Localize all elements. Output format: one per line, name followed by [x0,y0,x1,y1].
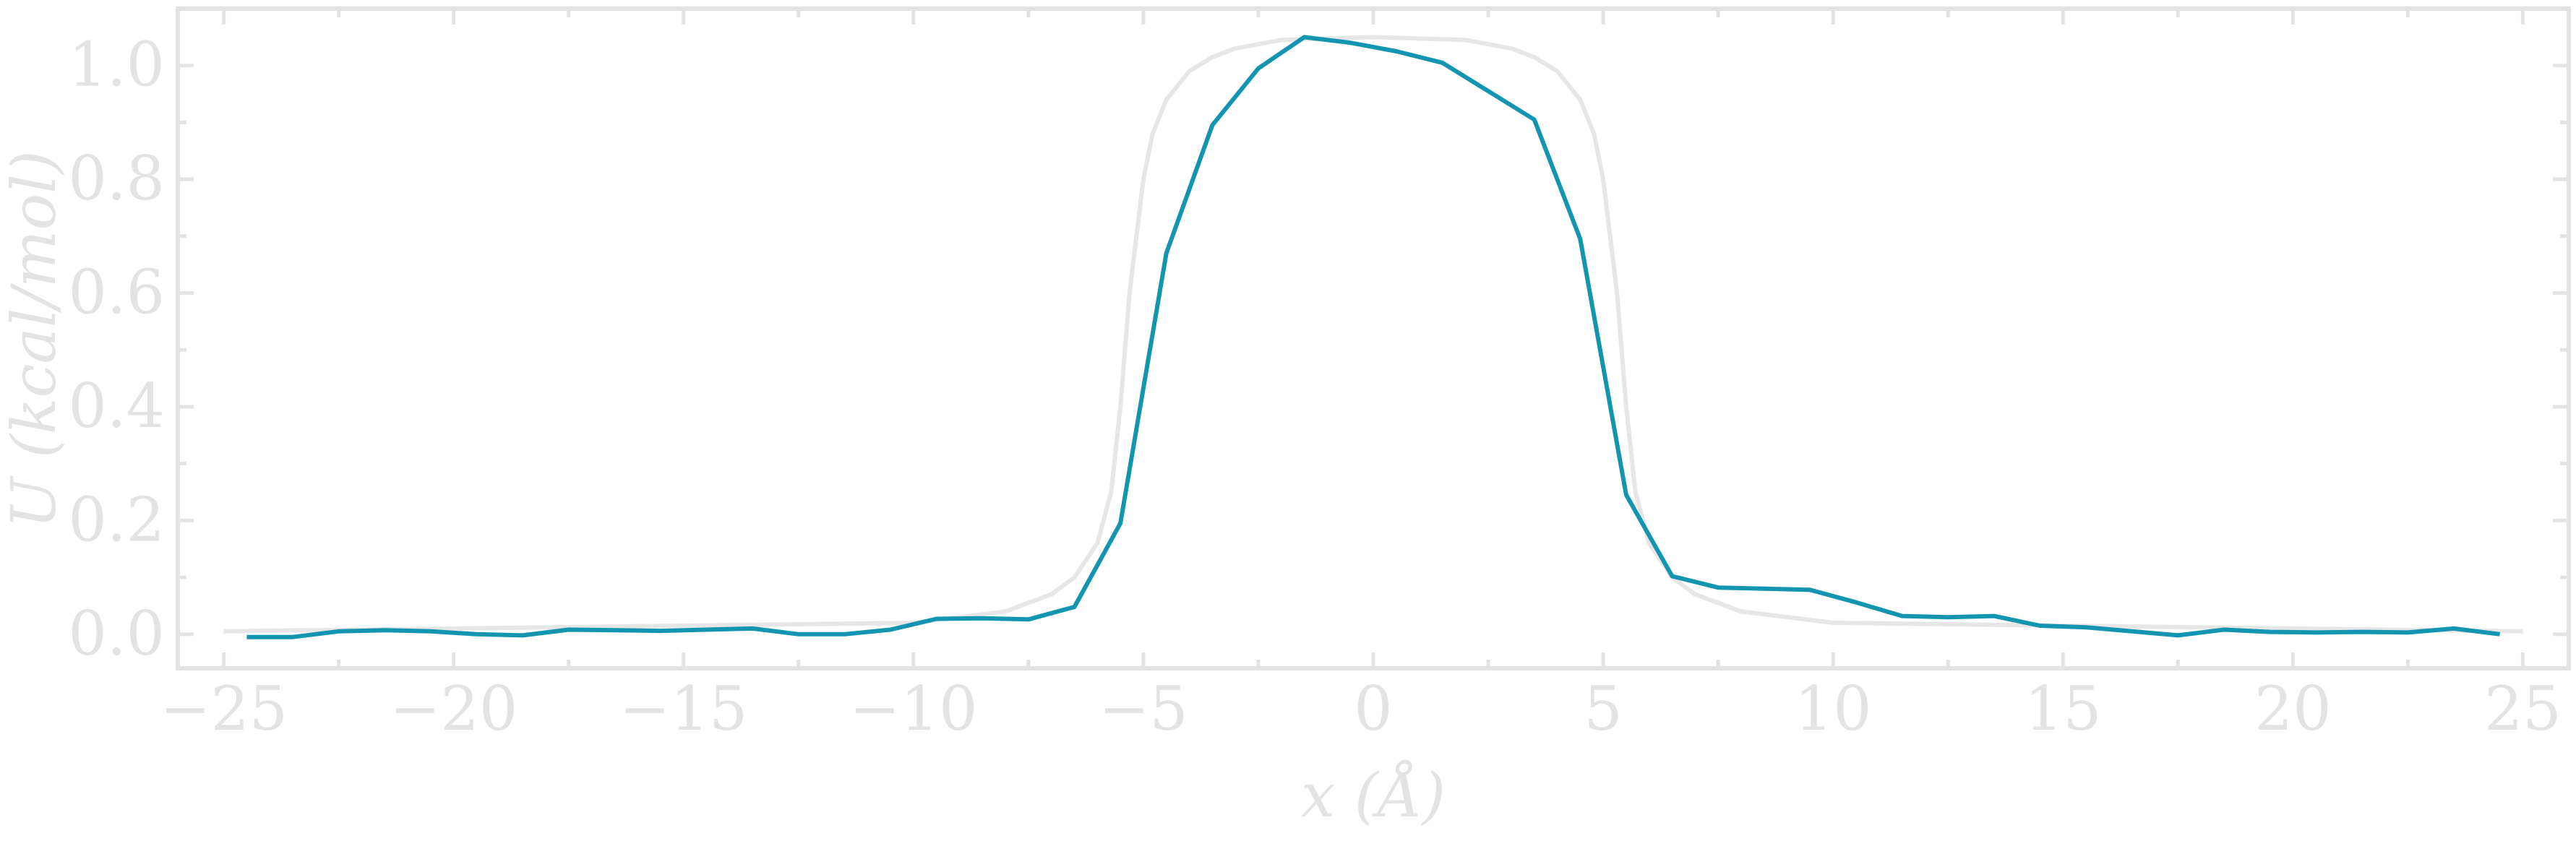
data-series-line [246,35,2500,639]
x-tick-label: −20 [390,673,518,744]
y-tick-label: 0.2 [68,484,165,555]
x-tick-label: 20 [2254,673,2332,744]
x-tick-label: 10 [1795,673,1872,744]
y-axis-label: U (kcal/mol) [0,150,69,528]
x-tick-label: −10 [849,673,977,744]
x-tick-labels: −25 −20 −15 −10 −5 0 5 10 15 20 25 [160,673,2562,744]
x-tick-label: −5 [1099,673,1188,744]
y-tick-label: 0.4 [68,371,165,441]
x-tick-label: 15 [2025,673,2102,744]
y-tick-label: 1.0 [68,30,165,100]
x-tick-label: −25 [160,673,288,744]
plot-lines [223,35,2523,639]
x-tick-label: 0 [1354,673,1392,744]
y-tick-label: 0.8 [68,143,165,214]
x-tick-label: −15 [619,673,747,744]
x-axis-label: x (Å) [1301,759,1446,831]
x-tick-label: 25 [2484,673,2562,744]
axis-ticks [178,9,2569,668]
y-tick-labels: 0.0 0.2 0.4 0.6 0.8 1.0 [68,30,165,669]
y-tick-label: 0.0 [68,598,165,669]
x-tick-label: 5 [1584,673,1622,744]
plot-frame [176,7,2571,670]
y-tick-label: 0.6 [68,257,165,328]
reference-curve [223,35,2523,634]
